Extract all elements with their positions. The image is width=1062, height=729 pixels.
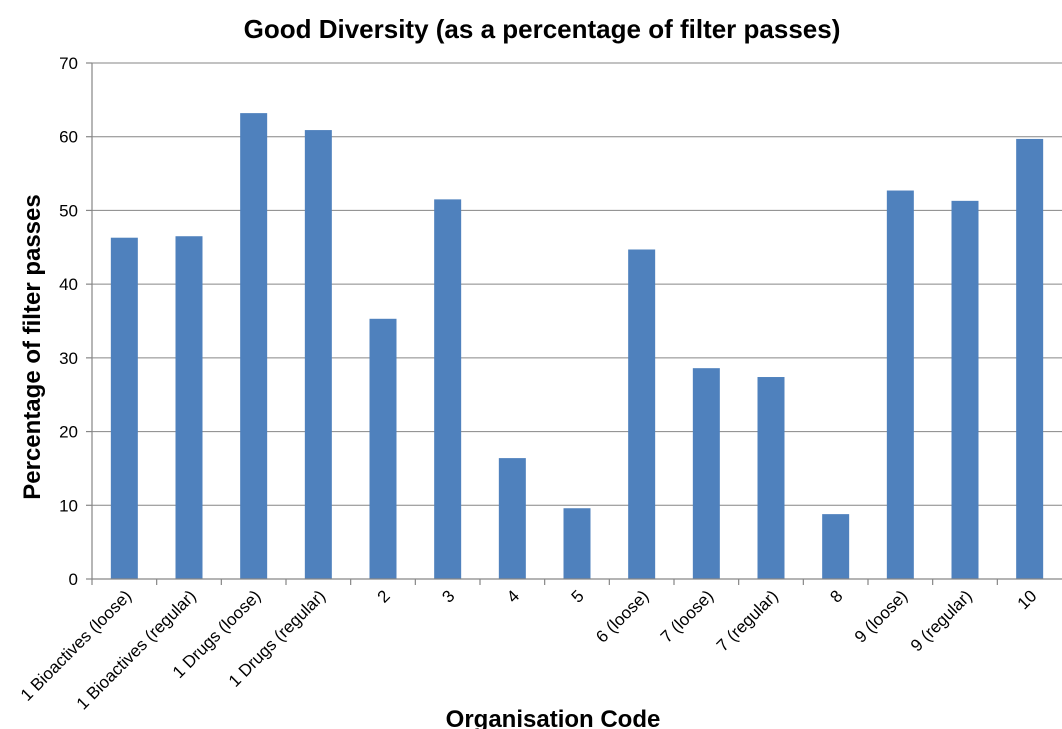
x-tick-label: 2 <box>374 586 394 606</box>
y-tick-label: 30 <box>59 349 78 368</box>
bar <box>1016 138 1044 579</box>
x-tick-label: 1 Bioactives (regular) <box>73 586 200 713</box>
x-tick-label: 6 (loose) <box>592 586 652 646</box>
chart-title: Good Diversity (as a percentage of filte… <box>244 14 841 44</box>
x-tick-label: 7 (regular) <box>713 586 782 655</box>
bar <box>886 190 914 580</box>
gridlines <box>92 62 1062 506</box>
x-tick-label: 9 (regular) <box>907 586 976 655</box>
y-axis-title: Percentage of filter passes <box>19 194 46 499</box>
y-tick-labels: 0 10 20 30 40 50 60 70 <box>59 54 78 589</box>
bar <box>951 200 979 580</box>
y-tick-label: 40 <box>59 275 78 294</box>
bar <box>110 237 138 579</box>
axes <box>86 62 1062 585</box>
x-tick-label: 7 (loose) <box>657 586 717 646</box>
bar <box>822 514 850 579</box>
bar <box>498 458 526 579</box>
bar <box>304 130 332 579</box>
x-tick-label: 4 <box>503 586 523 606</box>
bar <box>175 236 203 579</box>
bar <box>628 249 656 580</box>
y-tick-label: 70 <box>59 54 78 73</box>
bar <box>692 368 720 579</box>
y-tick-label: 60 <box>59 128 78 147</box>
x-tick-label: 10 <box>1014 586 1041 613</box>
bar <box>240 113 268 579</box>
y-tick-label: 0 <box>69 570 78 589</box>
x-axis-title: Organisation Code <box>446 706 661 729</box>
bars <box>110 113 1044 580</box>
bar <box>434 199 462 579</box>
bar <box>757 377 785 579</box>
bar <box>563 508 591 579</box>
bar <box>369 318 397 579</box>
y-tick-label: 10 <box>59 496 78 515</box>
x-tick-label: 1 Bioactives (loose) <box>17 586 135 704</box>
y-tick-label: 50 <box>59 201 78 220</box>
x-tick-label: 5 <box>568 586 588 606</box>
x-tick-label: 8 <box>826 586 846 606</box>
y-tick-label: 20 <box>59 423 78 442</box>
x-tick-label: 9 (loose) <box>851 586 911 646</box>
x-tick-labels: 1 Bioactives (loose)1 Bioactives (regula… <box>17 586 1041 713</box>
x-tick-label: 3 <box>438 586 458 606</box>
